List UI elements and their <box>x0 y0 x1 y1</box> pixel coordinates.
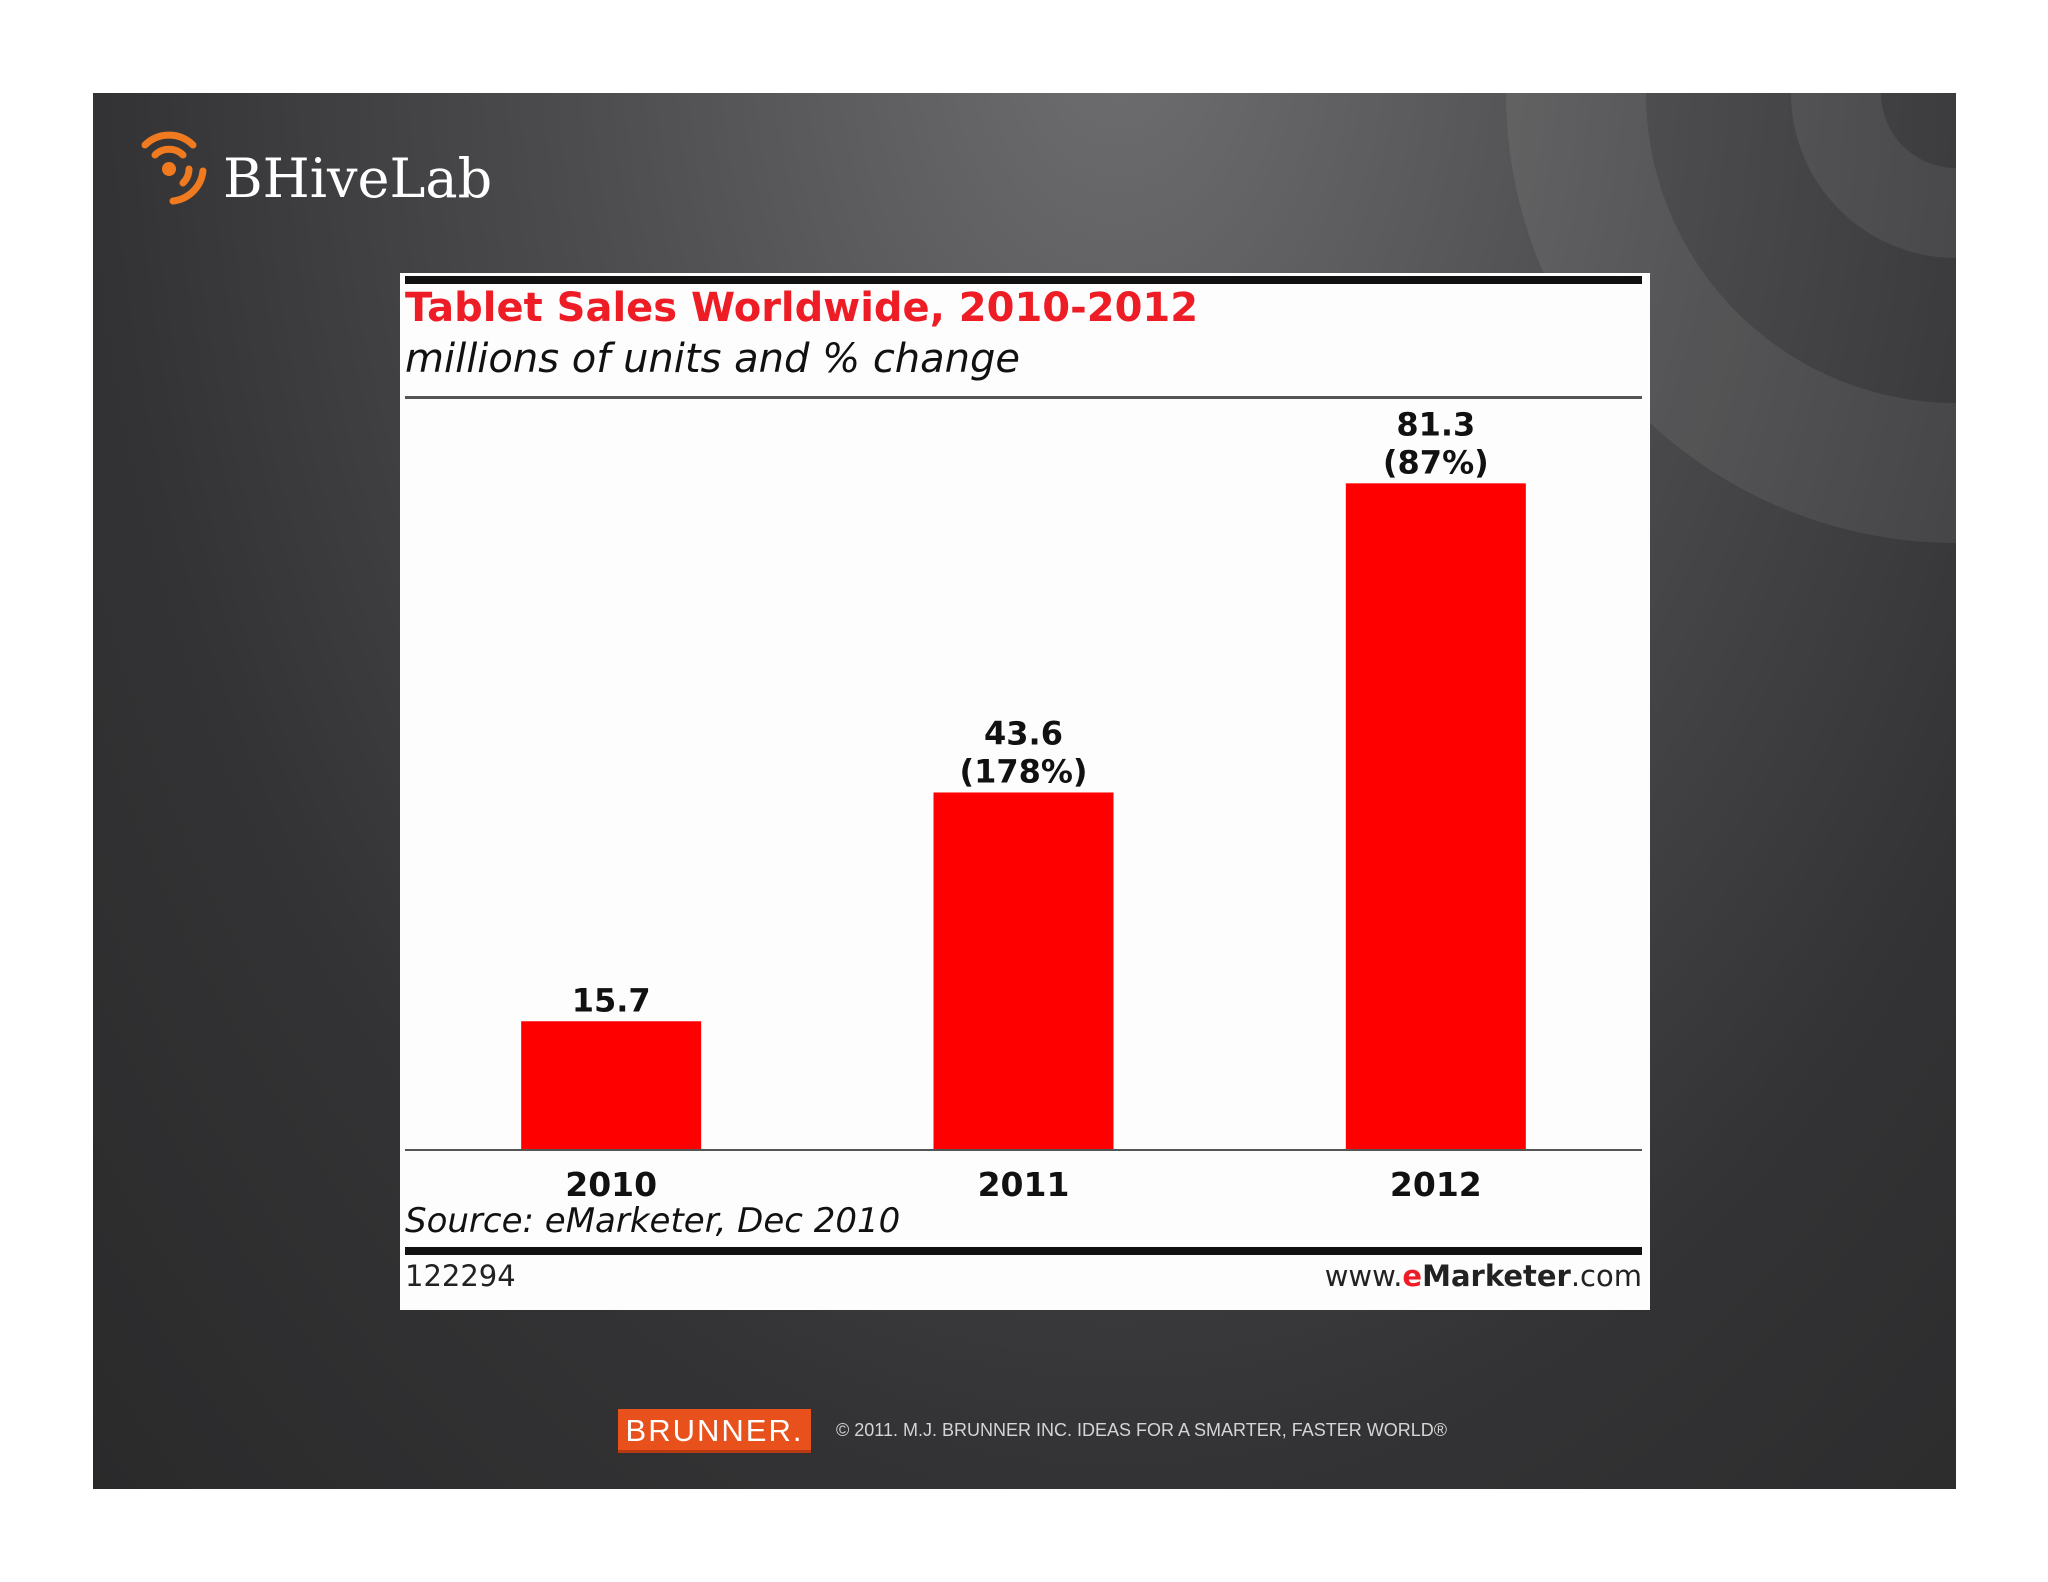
x-tick-label-2012: 2012 <box>1390 1165 1482 1204</box>
value-label-2011: 43.6 <box>984 714 1063 752</box>
url-brand-e: e <box>1402 1259 1423 1293</box>
bar-2012 <box>1345 483 1526 1151</box>
change-label-2011: (178%) <box>959 752 1087 790</box>
bottom-rule <box>405 1247 1642 1255</box>
url-prefix: www. <box>1324 1259 1403 1293</box>
chart-card: Tablet Sales Worldwide, 2010-2012 millio… <box>400 273 1650 1310</box>
change-label-2012: (87%) <box>1383 443 1489 481</box>
chart-subtitle: millions of units and % change <box>405 336 1021 382</box>
bar-chart-plot: 15.7 2010 43.6(178%) 2011 81.3(87%) 2012 <box>405 405 1642 1204</box>
url-suffix: .com <box>1570 1259 1642 1293</box>
value-label-2012: 81.3 <box>1396 405 1475 443</box>
brunner-logo: BRUNNER. <box>618 1409 811 1453</box>
footer-copyright: © 2011. M.J. BRUNNER INC. IDEAS FOR A SM… <box>836 1420 1447 1440</box>
chart-id: 122294 <box>405 1259 516 1293</box>
slide: BHiveLab Tablet Sales Worldwide, 2010-20… <box>93 93 1956 1489</box>
subtitle-rule <box>405 396 1642 399</box>
emarketer-url[interactable]: www.eMarketer.com <box>1325 1259 1642 1293</box>
chart-title: Tablet Sales Worldwide, 2010-2012 <box>405 285 1199 331</box>
logo-wordmark: BHiveLab <box>223 147 493 210</box>
chart-source: Source: eMarketer, Dec 2010 <box>405 1201 901 1241</box>
url-brand-rest: Marketer <box>1422 1259 1571 1293</box>
value-label-2010: 15.7 <box>572 981 651 1019</box>
bar-2010 <box>521 1021 702 1150</box>
top-rule <box>405 276 1642 284</box>
x-tick-label-2010: 2010 <box>565 1165 657 1204</box>
broadcast-signal-icon <box>141 131 207 205</box>
bhivelab-logo: BHiveLab <box>127 119 547 219</box>
bar-2011 <box>933 792 1114 1150</box>
x-tick-label-2011: 2011 <box>978 1165 1070 1204</box>
